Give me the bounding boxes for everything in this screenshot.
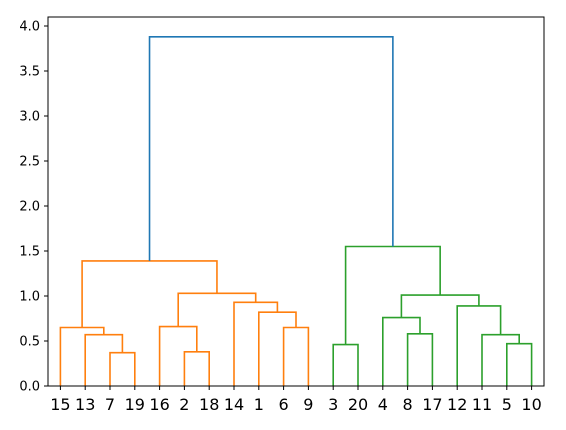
dendrogram-link xyxy=(59,326,105,386)
leaf-label: 15 xyxy=(50,395,70,414)
y-tick-label: 1.5 xyxy=(19,245,40,260)
dendrogram-link xyxy=(282,326,310,386)
dendrogram-link xyxy=(506,342,533,386)
leaf-label: 3 xyxy=(328,395,338,414)
y-tick-label: 4.0 xyxy=(19,20,40,35)
dendrogram-link xyxy=(332,343,359,386)
y-tick-label: 0.0 xyxy=(19,380,40,395)
dendrogram-link xyxy=(183,351,210,386)
x-axis: 15 13 7 19 16 2 18 14 1 6 9 3 20 4 8 17 12 11 5 10 xyxy=(50,386,542,414)
y-axis: 0.0 0.5 1.0 1.5 2.0 2.5 3.0 3.5 4.0 xyxy=(19,20,48,395)
leaf-label: 4 xyxy=(378,395,388,414)
dendrogram-links xyxy=(59,36,533,386)
dendrogram-link xyxy=(177,292,257,327)
y-tick-label: 3.5 xyxy=(19,65,40,80)
dendrogram-link xyxy=(406,333,434,386)
dendrogram-link xyxy=(481,333,520,386)
leaf-label: 12 xyxy=(447,395,467,414)
dendrogram-link xyxy=(158,325,198,386)
leaf-label: 18 xyxy=(199,395,219,414)
y-tick-label: 3.0 xyxy=(19,110,40,125)
dendrogram-link xyxy=(456,305,502,386)
leaf-label: 10 xyxy=(521,395,541,414)
leaf-label: 11 xyxy=(472,395,492,414)
dendrogram-link xyxy=(109,351,136,386)
leaf-label: 16 xyxy=(149,395,169,414)
leaf-label: 8 xyxy=(403,395,413,414)
leaf-label: 14 xyxy=(224,395,244,414)
leaf-label: 9 xyxy=(303,395,313,414)
leaf-label: 6 xyxy=(279,395,289,414)
y-tick-label: 2.0 xyxy=(19,200,40,215)
dendrogram-link xyxy=(81,260,218,328)
leaf-label: 7 xyxy=(105,395,115,414)
leaf-label: 13 xyxy=(75,395,95,414)
leaf-label: 5 xyxy=(502,395,512,414)
y-tick-label: 1.0 xyxy=(19,290,40,305)
leaf-label: 1 xyxy=(254,395,264,414)
dendrogram-link xyxy=(382,316,421,386)
leaf-label: 2 xyxy=(179,395,189,414)
y-tick-label: 0.5 xyxy=(19,335,40,350)
dendrogram-link xyxy=(233,301,279,386)
dendrogram-link xyxy=(84,333,124,386)
y-tick-label: 2.5 xyxy=(19,155,40,170)
leaf-label: 19 xyxy=(125,395,145,414)
plot-frame xyxy=(47,16,545,387)
dendrogram-link xyxy=(148,36,394,261)
leaf-label: 20 xyxy=(348,395,368,414)
leaf-label: 17 xyxy=(422,395,442,414)
dendrogram-link xyxy=(258,311,297,386)
